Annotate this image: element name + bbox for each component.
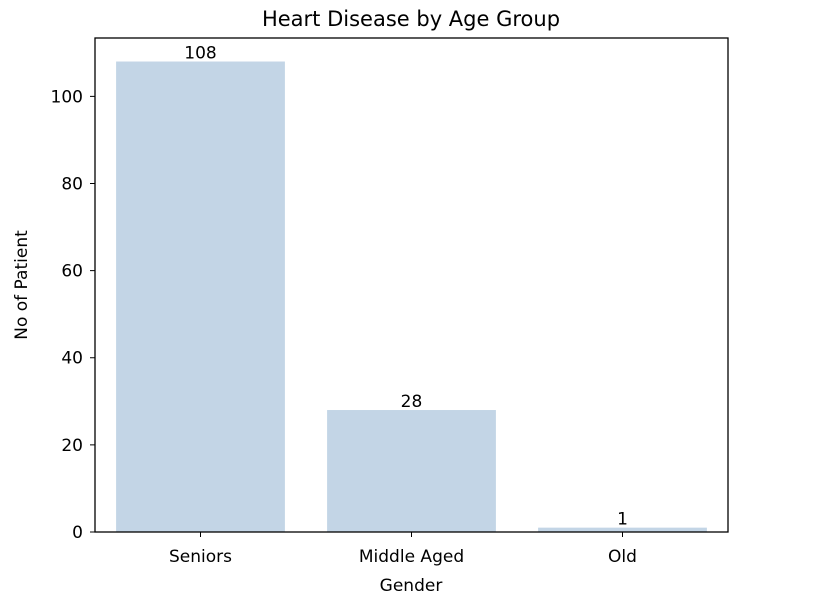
- bars-group: [116, 61, 707, 533]
- data-labels-group: 108 28 1: [184, 44, 628, 530]
- y-axis: 0 20 40 60 80 100: [51, 87, 95, 543]
- bar-1: [116, 61, 285, 533]
- x-tick-label-3: Old: [608, 547, 637, 567]
- x-axis: Seniors Middle Aged Old: [169, 532, 637, 567]
- data-label-1: 108: [184, 44, 216, 64]
- y-tick-label-40: 40: [61, 349, 83, 369]
- data-label-2: 28: [401, 392, 423, 412]
- x-axis-label: Gender: [380, 576, 443, 596]
- x-tick-label-2: Middle Aged: [359, 547, 464, 567]
- chart-title: Heart Disease by Age Group: [262, 7, 560, 31]
- y-axis-label: No of Patient: [12, 230, 32, 340]
- x-tick-label-1: Seniors: [169, 547, 232, 567]
- plot-frame: [94, 37, 729, 533]
- y-tick-label-20: 20: [61, 436, 83, 456]
- y-tick-label-80: 80: [61, 174, 83, 194]
- y-tick-label-60: 60: [61, 262, 83, 282]
- bar-3: [538, 527, 707, 532]
- bar-2: [327, 410, 496, 532]
- y-tick-label-0: 0: [72, 523, 83, 543]
- data-label-3: 1: [617, 510, 628, 530]
- y-tick-label-100: 100: [51, 87, 83, 107]
